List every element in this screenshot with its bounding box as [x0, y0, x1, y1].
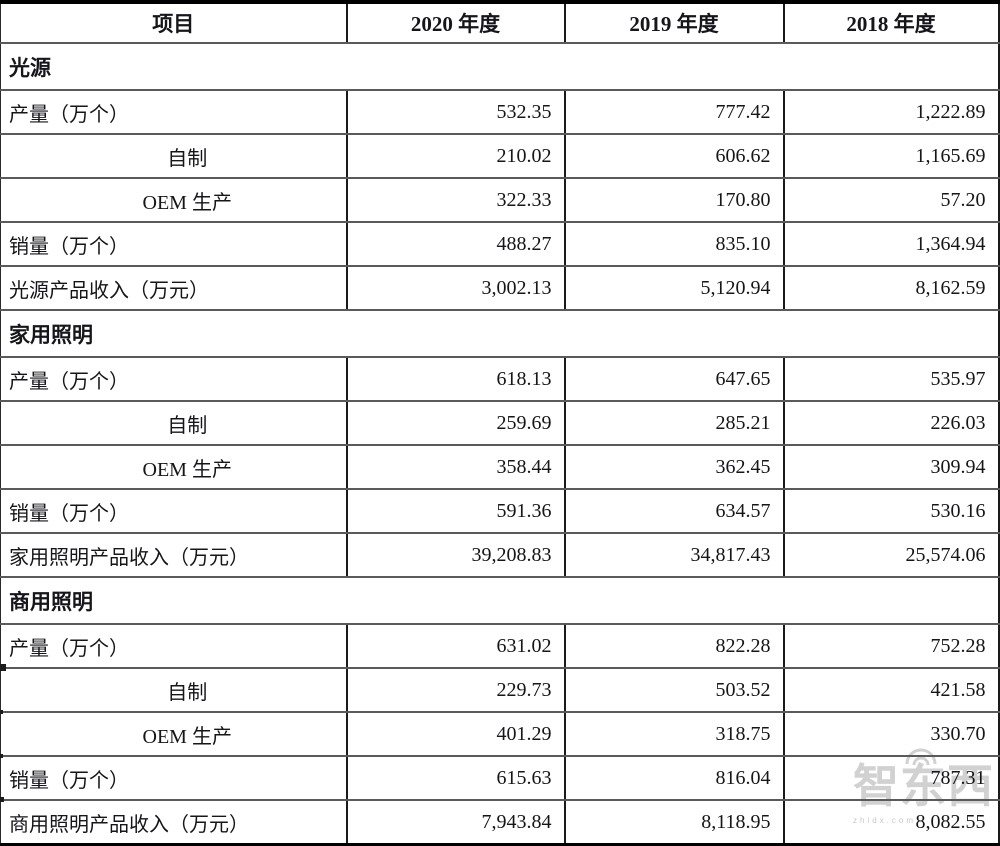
- cell-value: 618.13: [346, 357, 566, 402]
- table-row: 产量（万个） 532.35 777.42 1,222.89: [0, 90, 999, 135]
- row-label: 光源产品收入（万元）: [0, 266, 348, 311]
- cell-value: 535.97: [783, 357, 999, 402]
- row-label: OEM 生产: [0, 445, 348, 490]
- cell-value: 777.42: [564, 90, 785, 135]
- cell-value: 532.35: [346, 90, 566, 135]
- column-header-2018: 2018 年度: [783, 2, 999, 44]
- scan-artifact: [0, 710, 3, 714]
- cell-value: 330.70: [783, 712, 999, 757]
- table-row: 家用照明产品收入（万元） 39,208.83 34,817.43 25,574.06: [0, 533, 999, 578]
- cell-value: 3,002.13: [346, 266, 566, 311]
- cell-value: 615.63: [346, 756, 566, 801]
- cell-value: 5,120.94: [564, 266, 785, 311]
- row-label: 产量（万个）: [0, 624, 348, 669]
- cell-value: 358.44: [346, 445, 566, 490]
- table-row: 销量（万个） 615.63 816.04 787.31: [0, 756, 999, 801]
- table-row: 自制 259.69 285.21 226.03: [0, 401, 999, 446]
- cell-value: 530.16: [783, 489, 999, 534]
- cell-value: 259.69: [346, 401, 566, 446]
- table-row: 自制 210.02 606.62 1,165.69: [0, 134, 999, 179]
- cell-value: 488.27: [346, 222, 566, 267]
- cell-value: 591.36: [346, 489, 566, 534]
- cell-value: 39,208.83: [346, 533, 566, 578]
- cell-value: 8,082.55: [915, 810, 986, 833]
- table-row: 销量（万个） 488.27 835.10 1,364.94: [0, 222, 999, 267]
- table-row: 产量（万个） 631.02 822.28 752.28: [0, 624, 999, 669]
- cell-value: 309.94: [783, 445, 999, 490]
- section-title: 家用照明: [0, 310, 999, 358]
- table-body: 光源 产量（万个） 532.35 777.42 1,222.89 自制 210.02 606.…: [0, 43, 999, 845]
- table-row: OEM 生产 358.44 362.45 309.94: [0, 445, 999, 490]
- row-label: 销量（万个）: [0, 222, 348, 267]
- row-label: 自制: [0, 668, 348, 713]
- cell-value: 421.58: [783, 668, 999, 713]
- table-row: 产量（万个） 618.13 647.65 535.97: [0, 357, 999, 402]
- section-title: 商用照明: [0, 577, 999, 625]
- row-label: 产量（万个）: [0, 90, 348, 135]
- cell-value: 787.31: [783, 756, 999, 801]
- row-label: OEM 生产: [0, 178, 348, 223]
- section-row: 商用照明: [0, 577, 999, 625]
- cell-value: 606.62: [564, 134, 785, 179]
- section-title: 光源: [0, 43, 999, 91]
- cell-value: 647.65: [564, 357, 785, 402]
- cell-value: 57.20: [783, 178, 999, 223]
- table-row: OEM 生产 322.33 170.80 57.20: [0, 178, 999, 223]
- row-label: 产量（万个）: [0, 357, 348, 402]
- cell-value: 634.57: [564, 489, 785, 534]
- cell-value: 1,364.94: [783, 222, 999, 267]
- scan-artifact: [0, 797, 4, 802]
- cell-value: 1,222.89: [783, 90, 999, 135]
- row-label: 家用照明产品收入（万元）: [0, 533, 348, 578]
- header-row: 项目 2020 年度 2019 年度 2018 年度: [0, 2, 999, 44]
- cell-value: 322.33: [346, 178, 566, 223]
- table-row: 光源产品收入（万元） 3,002.13 5,120.94 8,162.59: [0, 266, 999, 311]
- table-row: 自制 229.73 503.52 421.58: [0, 668, 999, 713]
- row-label: 自制: [0, 401, 348, 446]
- section-row: 家用照明: [0, 310, 999, 358]
- cell-value: 8,162.59: [783, 266, 999, 311]
- cell-value: 25,574.06: [783, 533, 999, 578]
- cell-value: 401.29: [346, 712, 566, 757]
- row-label: 销量（万个）: [0, 489, 348, 534]
- table-row: 商用照明产品收入（万元） 7,943.84 8,118.95 8,082.55: [0, 800, 999, 845]
- cell-value: 822.28: [564, 624, 785, 669]
- cell-value: 285.21: [564, 401, 785, 446]
- scan-artifact: [0, 664, 6, 671]
- row-label: 自制: [0, 134, 348, 179]
- cell-value: 7,943.84: [346, 800, 566, 845]
- cell-value: 318.75: [564, 712, 785, 757]
- cell-value: 34,817.43: [564, 533, 785, 578]
- cell-value: 1,165.69: [783, 134, 999, 179]
- table-row: 销量（万个） 591.36 634.57 530.16: [0, 489, 999, 534]
- cell-value: 503.52: [564, 668, 785, 713]
- cell-value: 835.10: [564, 222, 785, 267]
- cell-value: 8,118.95: [564, 800, 785, 845]
- cell-value: 210.02: [346, 134, 566, 179]
- table-row: OEM 生产 401.29 318.75 330.70: [0, 712, 999, 757]
- cell-value: 170.80: [564, 178, 785, 223]
- row-label: 销量（万个）: [0, 756, 348, 801]
- row-label: OEM 生产: [0, 712, 348, 757]
- cell-value: 362.45: [564, 445, 785, 490]
- column-header-2019: 2019 年度: [564, 2, 785, 44]
- cell-value: 752.28: [783, 624, 999, 669]
- scan-artifact: [0, 754, 3, 758]
- cell-value: 226.03: [783, 401, 999, 446]
- cell-value: 631.02: [346, 624, 566, 669]
- section-row: 光源: [0, 43, 999, 91]
- column-header-item: 项目: [0, 2, 348, 44]
- row-label: 商用照明产品收入（万元）: [0, 800, 348, 845]
- column-header-2020: 2020 年度: [346, 2, 566, 44]
- cell-value: 229.73: [346, 668, 566, 713]
- cell-value: 816.04: [564, 756, 785, 801]
